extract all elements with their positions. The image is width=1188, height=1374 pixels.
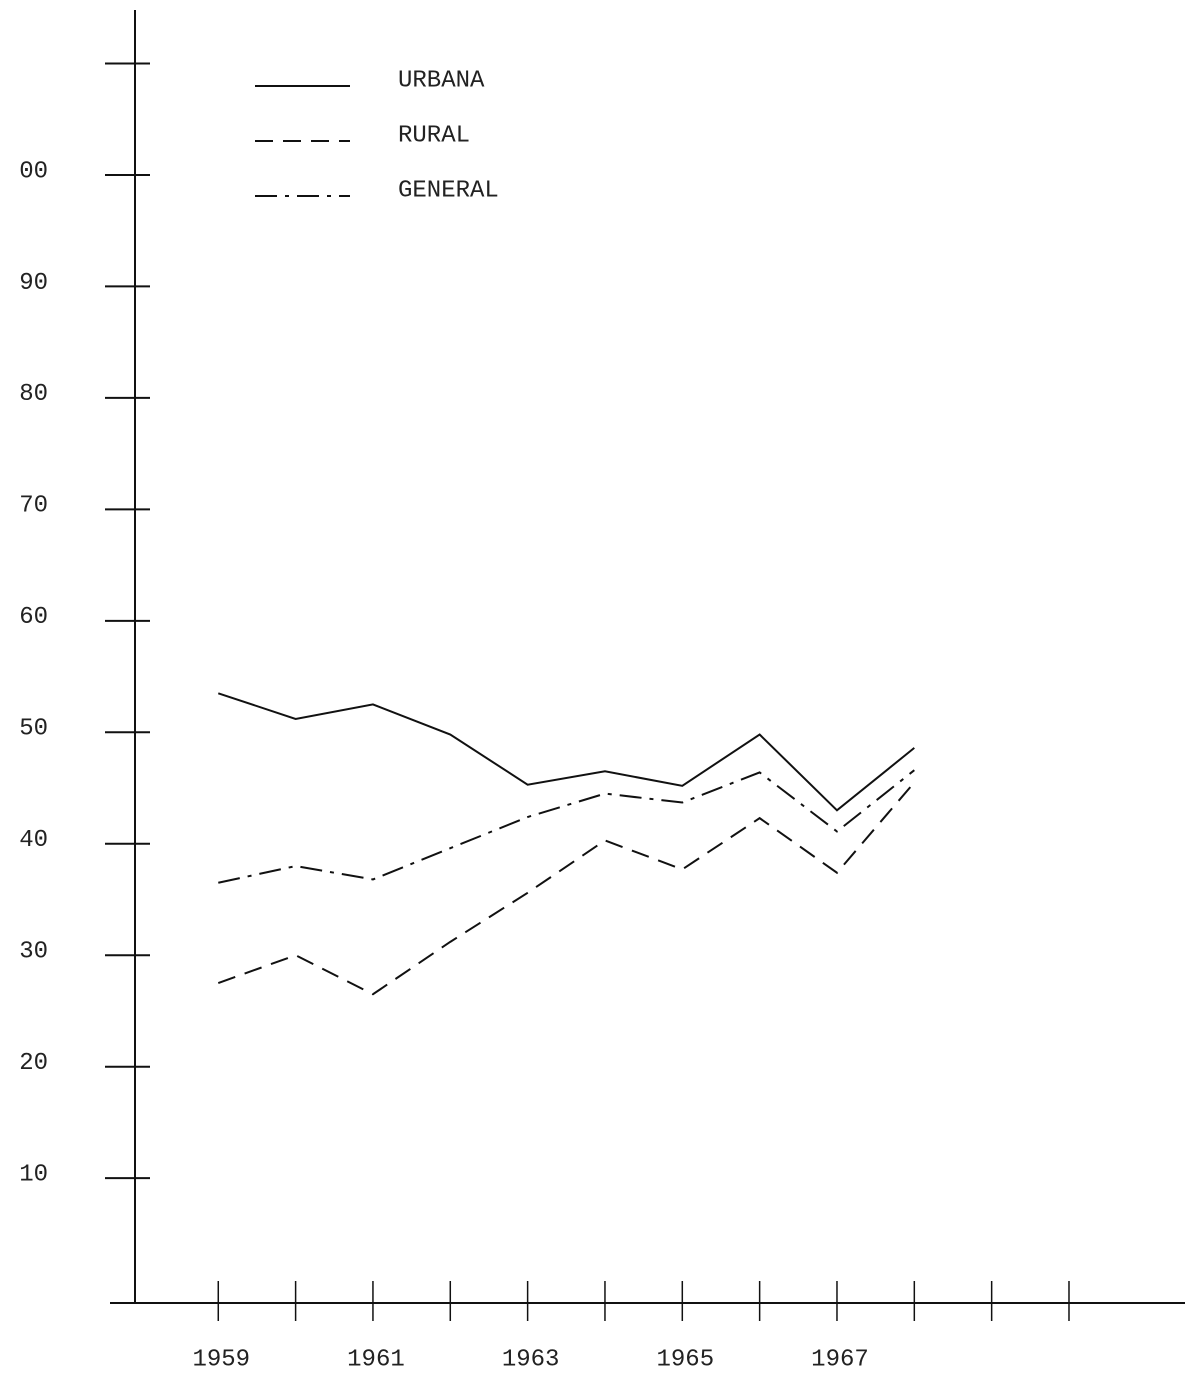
x-tick-label: 1967 <box>811 1346 869 1373</box>
y-tick-label: 90 <box>19 270 48 297</box>
y-tick-label: 70 <box>19 493 48 520</box>
legend-label: GENERAL <box>398 177 499 204</box>
y-tick-label: 10 <box>19 1162 48 1189</box>
data-line <box>217 781 916 996</box>
y-tick-label: 60 <box>19 604 48 631</box>
y-tick-label: 20 <box>19 1050 48 1077</box>
legend-label: URBANA <box>398 67 485 94</box>
x-tick-label: 1963 <box>502 1346 560 1373</box>
y-tick-label: 80 <box>19 381 48 408</box>
y-tick-label: 30 <box>19 939 48 966</box>
y-tick-label: 40 <box>19 827 48 854</box>
x-tick-label: 1961 <box>347 1346 405 1373</box>
legend-label: RURAL <box>398 122 470 149</box>
x-tick-label: 1965 <box>656 1346 714 1373</box>
y-tick-label: 00 <box>19 158 48 185</box>
y-tick-label: 50 <box>19 716 48 743</box>
data-line <box>217 692 915 812</box>
x-tick-label: 1959 <box>192 1346 250 1373</box>
